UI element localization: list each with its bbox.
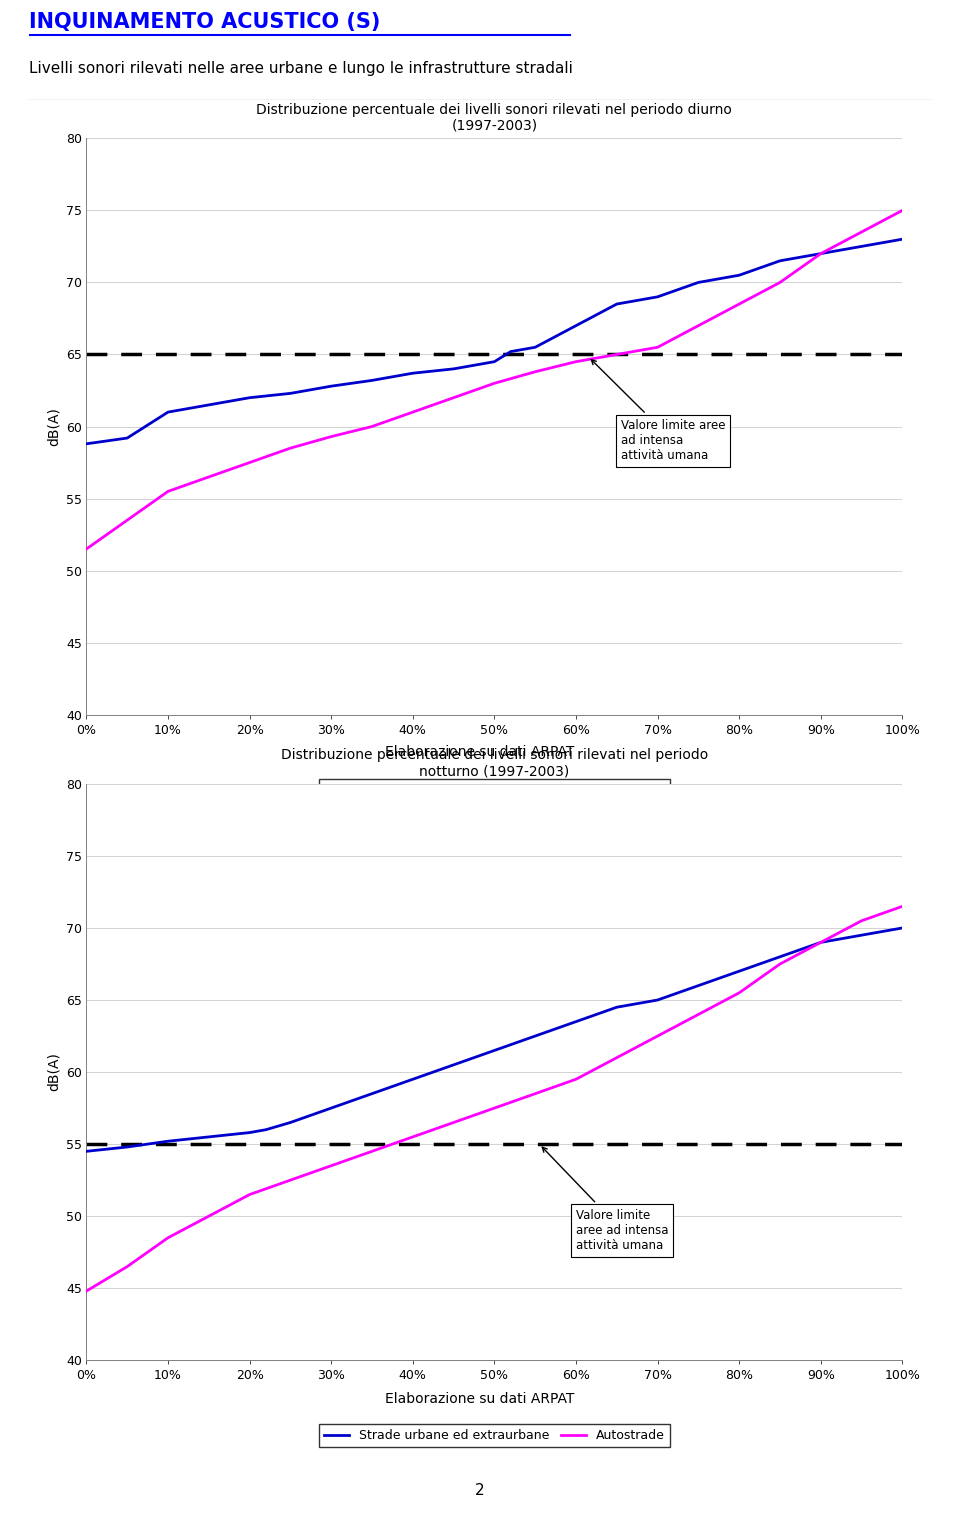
Text: INQUINAMENTO ACUSTICO (S): INQUINAMENTO ACUSTICO (S) (29, 12, 380, 32)
Text: Elaborazione su dati ARPAT: Elaborazione su dati ARPAT (385, 1393, 575, 1406)
Text: Livelli sonori rilevati nelle aree urbane e lungo le infrastrutture stradali: Livelli sonori rilevati nelle aree urban… (29, 61, 573, 77)
Text: 2: 2 (475, 1483, 485, 1499)
Text: Valore limite aree
ad intensa
attività umana: Valore limite aree ad intensa attività u… (591, 360, 726, 463)
Text: Valore limite
aree ad intensa
attività umana: Valore limite aree ad intensa attività u… (542, 1147, 668, 1253)
Legend: Strade urbane ed extraurbane, Autostrade: Strade urbane ed extraurbane, Autostrade (319, 779, 670, 802)
Legend: Strade urbane ed extraurbane, Autostrade: Strade urbane ed extraurbane, Autostrade (319, 1425, 670, 1448)
Text: Elaborazione su dati ARPAT: Elaborazione su dati ARPAT (385, 745, 575, 759)
Y-axis label: dB(A): dB(A) (47, 1053, 60, 1091)
Title: Distribuzione percentuale dei livelli sonori rilevati nel periodo diurno
(1997-2: Distribuzione percentuale dei livelli so… (256, 103, 732, 134)
Title: Distribuzione percentuale dei livelli sonori rilevati nel periodo
notturno (1997: Distribuzione percentuale dei livelli so… (280, 749, 708, 779)
Y-axis label: dB(A): dB(A) (47, 407, 60, 446)
